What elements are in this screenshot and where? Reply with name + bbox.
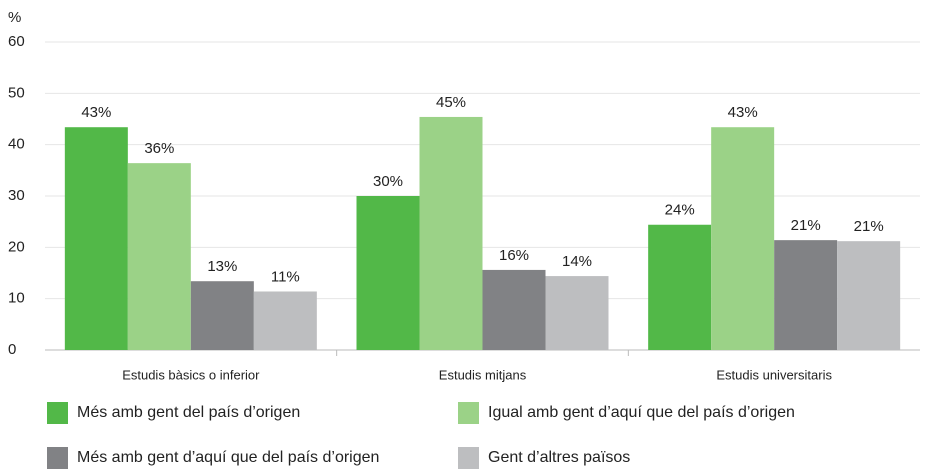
- bar: [482, 269, 546, 350]
- data-label: 43%: [728, 104, 758, 121]
- y-tick-label: 50: [8, 84, 25, 101]
- y-tick-label: 30: [8, 187, 25, 204]
- data-label: 21%: [791, 217, 821, 234]
- data-label: 11%: [271, 268, 300, 285]
- data-label: 24%: [665, 202, 695, 219]
- data-label: 16%: [499, 247, 529, 264]
- y-tick-label: 60: [8, 33, 25, 50]
- legend-swatch: [458, 447, 479, 469]
- legend-label: Gent d’altres països: [488, 449, 630, 466]
- legend-label: Més amb gent del país d’origen: [77, 404, 300, 421]
- y-tick-label: 10: [8, 290, 25, 307]
- data-label: 30%: [373, 173, 403, 190]
- legend-label: Igual amb gent d’aquí que del país d’ori…: [488, 404, 795, 421]
- bar: [253, 291, 317, 350]
- data-label: 13%: [207, 258, 237, 275]
- data-label: 45%: [436, 94, 466, 111]
- data-label: 36%: [144, 140, 174, 157]
- bar: [356, 196, 420, 350]
- legend-swatch: [47, 402, 68, 424]
- bar: [774, 240, 838, 350]
- bar: [545, 276, 609, 350]
- bar: [648, 224, 712, 350]
- bar: [419, 116, 483, 351]
- bar: [127, 163, 191, 350]
- data-label: 14%: [562, 253, 592, 270]
- y-axis-label: %: [8, 9, 21, 26]
- y-tick-label: 20: [8, 238, 25, 255]
- x-tick-label: Estudis bàsics o inferior: [122, 367, 260, 382]
- legend-swatch: [458, 402, 479, 424]
- bar: [711, 127, 775, 350]
- legend-label: Més amb gent d’aquí que del país d’orige…: [77, 449, 379, 466]
- x-tick-label: Estudis universitaris: [716, 367, 832, 382]
- data-label: 21%: [854, 218, 884, 235]
- x-tick-label: Estudis mitjans: [439, 367, 527, 382]
- y-tick-label: 40: [8, 136, 25, 153]
- bar: [64, 127, 128, 350]
- y-tick-label: 0: [8, 341, 16, 358]
- data-label: 43%: [81, 104, 111, 121]
- legend-swatch: [47, 447, 68, 469]
- bar: [190, 281, 254, 350]
- bar: [837, 241, 901, 350]
